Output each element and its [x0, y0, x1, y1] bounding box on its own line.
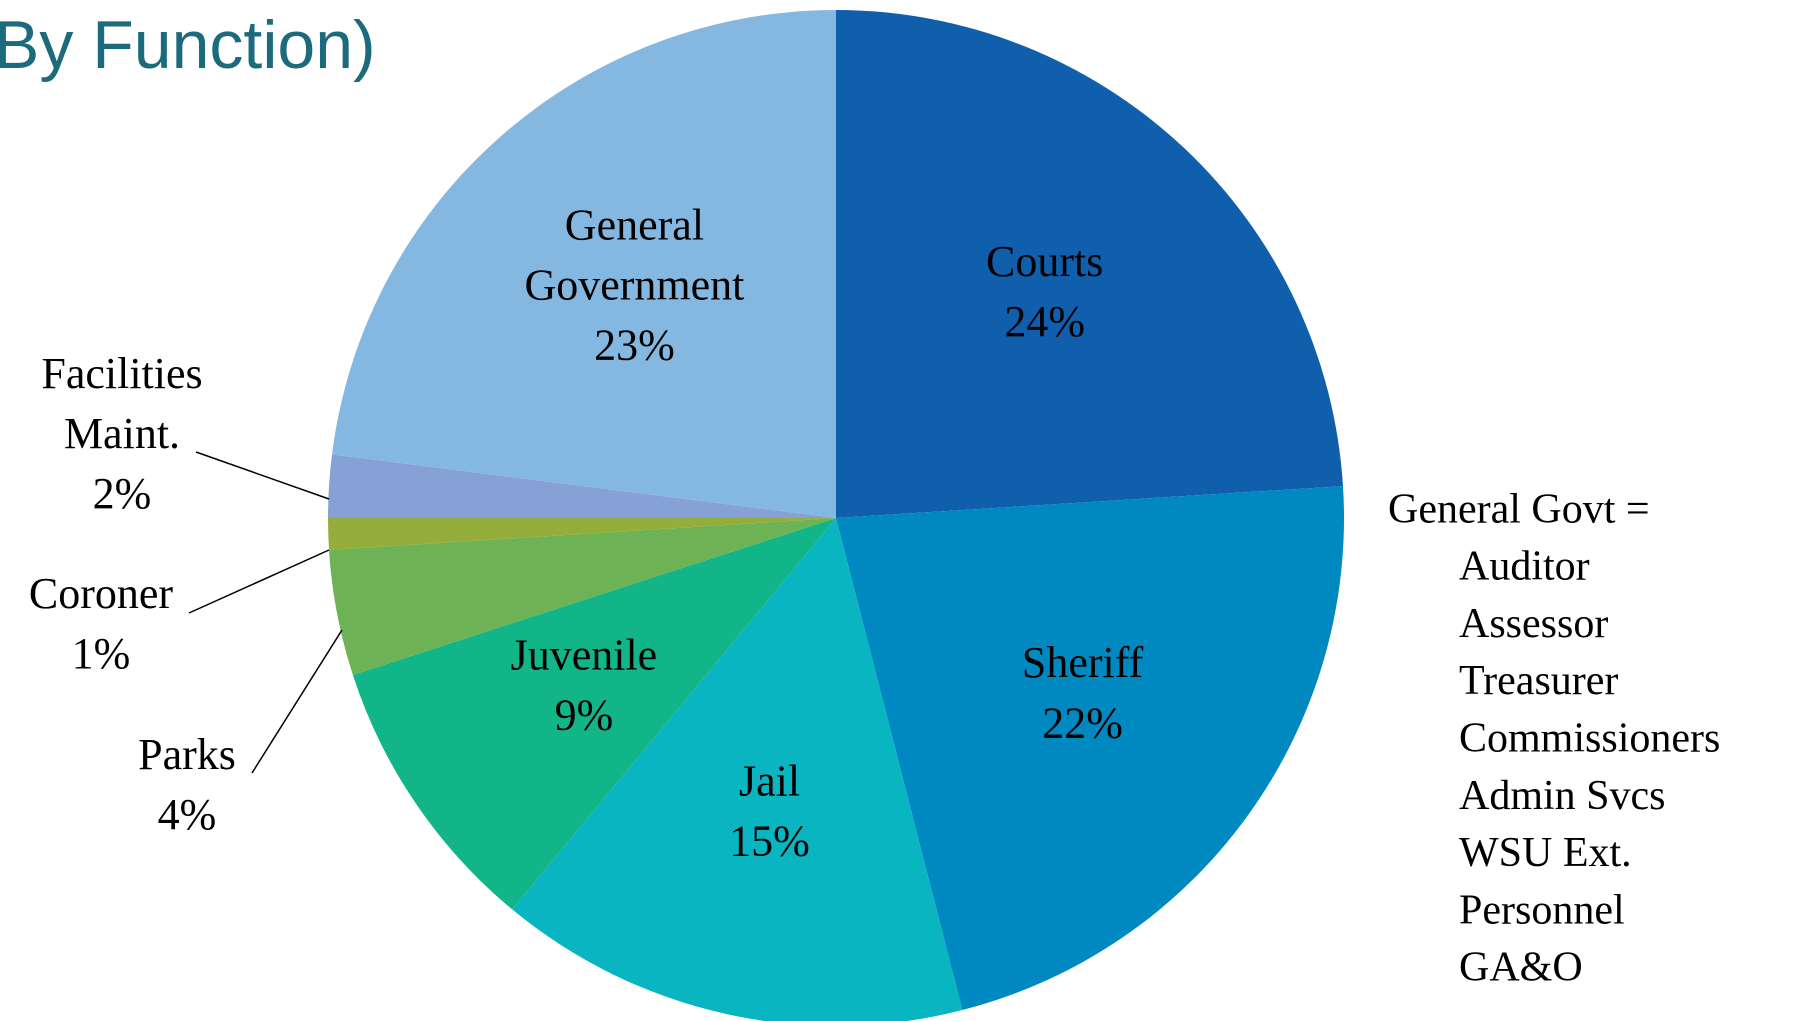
leader-line	[188, 549, 330, 614]
pie-slice	[836, 10, 1343, 518]
pie-slice	[836, 486, 1344, 1011]
note-item: GA&O	[1459, 945, 1583, 991]
pie-slice	[332, 10, 836, 518]
slice-label: Courts	[986, 237, 1103, 286]
slice-label-line: General	[565, 200, 704, 249]
slice-label-line: Courts	[986, 237, 1103, 286]
slice-label-line: Facilities	[41, 349, 202, 398]
note-item: WSU Ext.	[1459, 830, 1632, 876]
chart-title: By Function)	[0, 7, 376, 83]
value-label: 4%	[158, 790, 217, 839]
pie-slice	[352, 518, 836, 910]
slice-label: Juvenile	[511, 630, 658, 679]
slice-label-line: Coroner	[29, 569, 174, 618]
slice-label: Facilities Maint.	[41, 349, 202, 458]
note-item: Auditor	[1459, 544, 1590, 590]
value-label: 9%	[555, 690, 614, 739]
value-label: 2%	[93, 469, 152, 518]
slice-label: Jail	[739, 757, 800, 806]
slice-label-line: Maint.	[64, 409, 180, 458]
note-item: Personnel	[1459, 887, 1625, 933]
slice-label: Coroner	[29, 569, 174, 618]
slice-label-line: Sheriff	[1022, 638, 1144, 687]
pie-slice	[328, 454, 836, 518]
slice-label: General Government	[524, 200, 744, 309]
slice-label-line: Jail	[739, 757, 800, 806]
pie-slice	[329, 518, 836, 675]
value-label: 15%	[729, 817, 810, 866]
pie-slice	[512, 518, 963, 1021]
slice-label-line: Juvenile	[511, 630, 658, 679]
note-item: Commissioners	[1459, 716, 1720, 762]
slice-label-line: Government	[524, 260, 744, 309]
leader-line	[195, 451, 330, 500]
note-heading: General Govt =	[1388, 487, 1650, 533]
value-label: 1%	[72, 629, 131, 678]
slice-label: Sheriff	[1022, 638, 1144, 687]
note-item: Treasurer	[1459, 658, 1618, 704]
leader-line	[251, 629, 343, 774]
note-item: Admin Svcs	[1459, 773, 1666, 819]
value-label: 22%	[1042, 698, 1123, 747]
note-item: Assessor	[1459, 601, 1608, 647]
slice-label-line: Parks	[138, 730, 236, 779]
value-label: 23%	[594, 320, 675, 369]
slice-label: Parks	[138, 730, 236, 779]
value-label: 24%	[1004, 297, 1085, 346]
pie-slice	[328, 518, 836, 550]
